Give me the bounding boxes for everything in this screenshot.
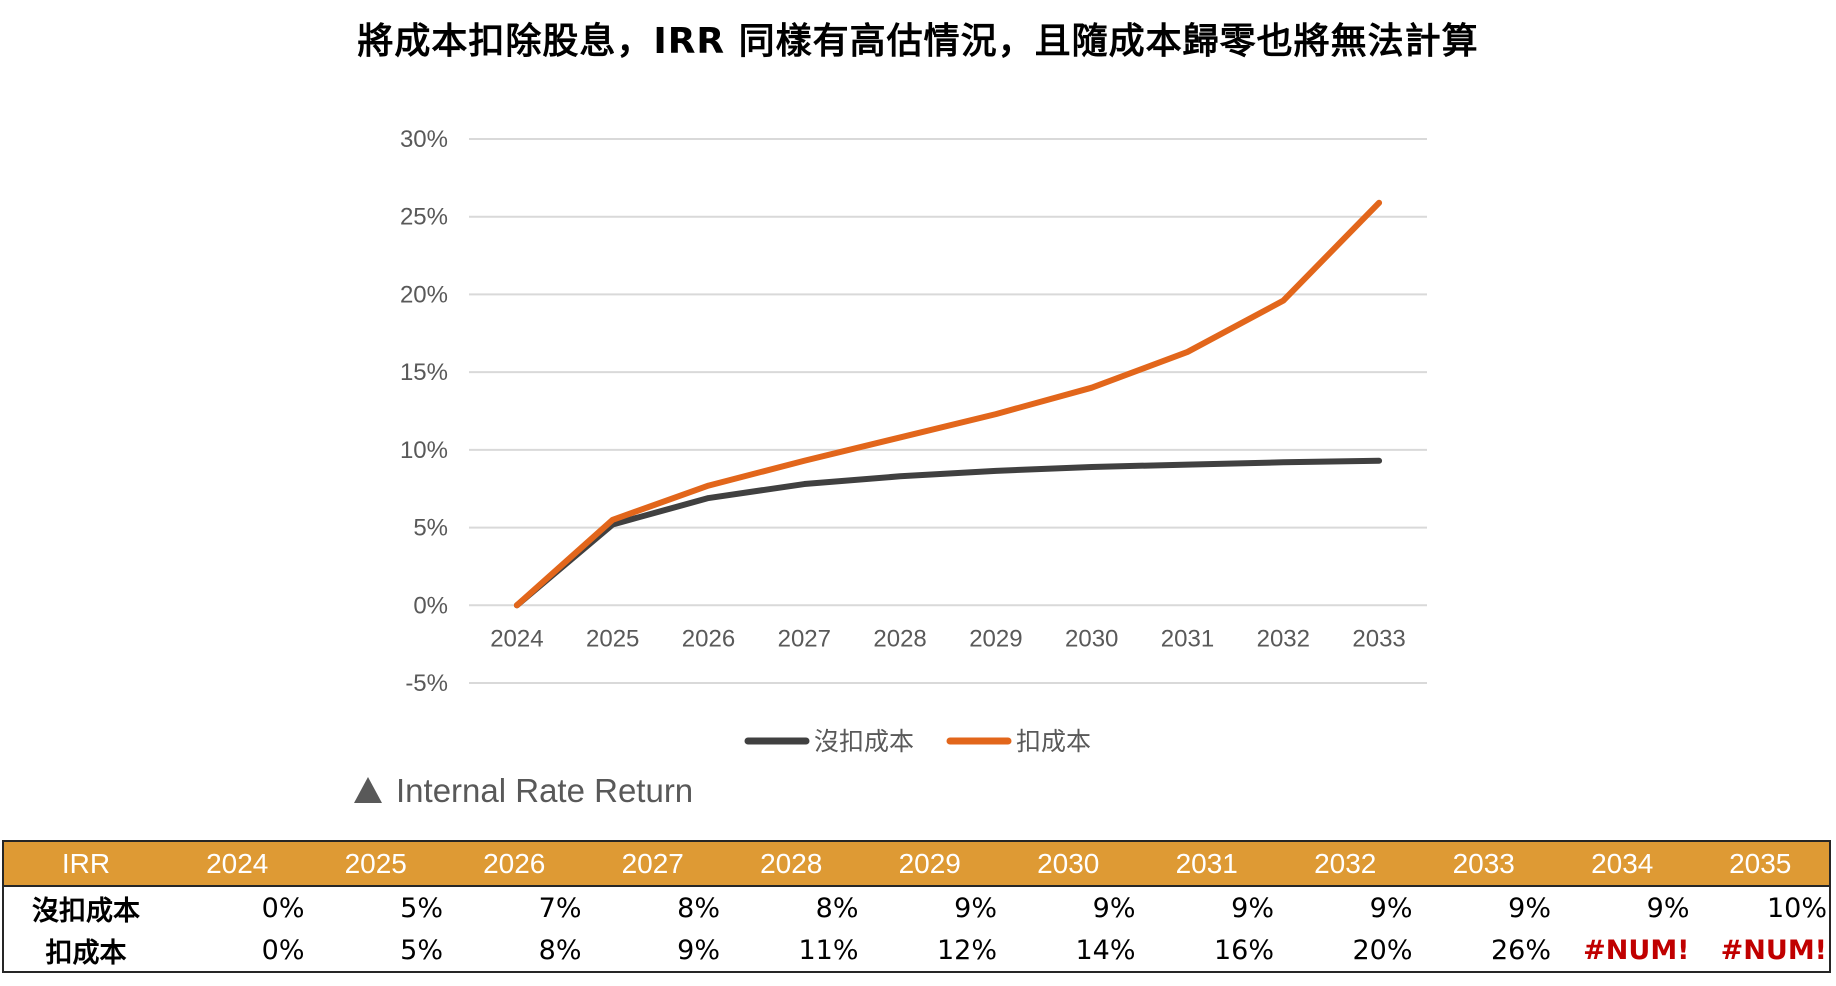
gridlines [469, 138, 1427, 684]
table-header-year: 2031 [1137, 841, 1276, 887]
y-tick-label: 15% [400, 359, 448, 386]
row-label: 沒扣成本 [32, 895, 140, 927]
value-cell: 8% [815, 892, 859, 924]
y-axis-ticks: 30% 25% 20% 15% 10% 5% 0% -5% [400, 126, 448, 697]
error-cell: #NUM! [1583, 934, 1690, 966]
table-header-year: 2026 [445, 841, 584, 887]
y-tick-label: 30% [400, 126, 448, 153]
y-tick-label: 0% [413, 592, 448, 619]
table-header-irr: IRR [3, 841, 168, 887]
value-cell: 14% [1075, 934, 1136, 966]
x-tick-label: 2032 [1257, 625, 1310, 652]
value-cell: 9% [1369, 892, 1413, 924]
value-cell: 5% [400, 892, 443, 924]
legend: 沒扣成本 扣成本 [744, 727, 1091, 756]
x-tick-label: 2024 [490, 625, 543, 652]
value-cell: 7% [538, 892, 582, 924]
x-tick-label: 2025 [586, 625, 639, 652]
value-cell: 16% [1213, 934, 1274, 966]
series-line-1 [513, 199, 1383, 609]
value-cell: 8% [538, 934, 582, 966]
irr-table: IRR 2024 2025 2026 2027 2028 2029 2030 2031 2032 2… [2, 840, 1831, 973]
triangle-up-icon [354, 777, 382, 803]
value-cell: 11% [798, 934, 859, 966]
y-tick-label: 5% [413, 515, 448, 542]
line-chart: 30%25%20%15%10%5%0%-5% 2024 2025 2026 2027 2… [400, 126, 1427, 756]
table-header-year: 2024 [168, 841, 307, 887]
table-header-year: 2033 [1414, 841, 1553, 887]
value-cell: 9% [1231, 892, 1274, 924]
x-tick-label: 2030 [1065, 625, 1118, 652]
table-header-row: IRR 2024 2025 2026 2027 2028 2029 2030 2031 2032 2… [3, 841, 1830, 887]
table-header-year: 2028 [722, 841, 861, 887]
value-cell: 8% [677, 892, 720, 924]
y-tick-label: 25% [400, 204, 448, 231]
series-line-0 [513, 457, 1383, 609]
legend-label: 扣成本 [1016, 727, 1091, 756]
x-axis-ticks: 2024 2025 2026 2027 2028 2029 2030 2031 2032 2033 [490, 625, 1406, 652]
caption-text: Internal Rate Return [396, 772, 694, 809]
row-label: 扣成本 [45, 937, 127, 969]
value-cell: 0% [261, 934, 305, 966]
y-tick-label: -5% [405, 670, 448, 697]
value-cell: 26% [1490, 934, 1551, 966]
value-cell: 10% [1766, 892, 1827, 924]
value-cell: 0% [261, 892, 305, 924]
value-cell: 5% [400, 934, 443, 966]
y-tick-label: 10% [400, 437, 448, 464]
table-header-year: 2025 [306, 841, 445, 887]
value-cell: 9% [954, 892, 997, 924]
value-cell: 9% [1646, 892, 1690, 924]
table-header-year: 2034 [1553, 841, 1692, 887]
table-header-year: 2029 [860, 841, 999, 887]
value-cell: 20% [1352, 934, 1413, 966]
value-cell: 9% [1508, 892, 1551, 924]
series-lines [513, 199, 1383, 609]
caption: Internal Rate Return [354, 772, 693, 810]
x-tick-label: 2028 [873, 625, 926, 652]
error-cell: #NUM! [1720, 934, 1827, 966]
table-header-year: 2032 [1276, 841, 1415, 887]
x-tick-label: 2026 [682, 625, 735, 652]
table-header-year: 2030 [999, 841, 1138, 887]
table-row: 沒扣成本 0% 5% 7% 8% 8% 9% 9% 9% 9% 9% 9% 10% [3, 886, 1830, 929]
table-header-year: 2035 [1691, 841, 1830, 887]
x-tick-label: 2029 [969, 625, 1022, 652]
table-row: 扣成本 0% 5% 8% 9% 11% 12% 14% 16% 20% 26% #NUM! #NUM! [3, 929, 1830, 972]
chart-title: 將成本扣除股息，IRR 同樣有高估情況，且隨成本歸零也將無法計算 [357, 21, 1479, 62]
value-cell: 9% [1092, 892, 1136, 924]
legend-label: 沒扣成本 [814, 727, 914, 756]
y-tick-label: 20% [400, 281, 448, 308]
value-cell: 9% [677, 934, 720, 966]
x-tick-label: 2027 [778, 625, 831, 652]
value-cell: 12% [936, 934, 997, 966]
table-header-year: 2027 [583, 841, 722, 887]
x-tick-label: 2033 [1352, 625, 1405, 652]
x-tick-label: 2031 [1161, 625, 1214, 652]
